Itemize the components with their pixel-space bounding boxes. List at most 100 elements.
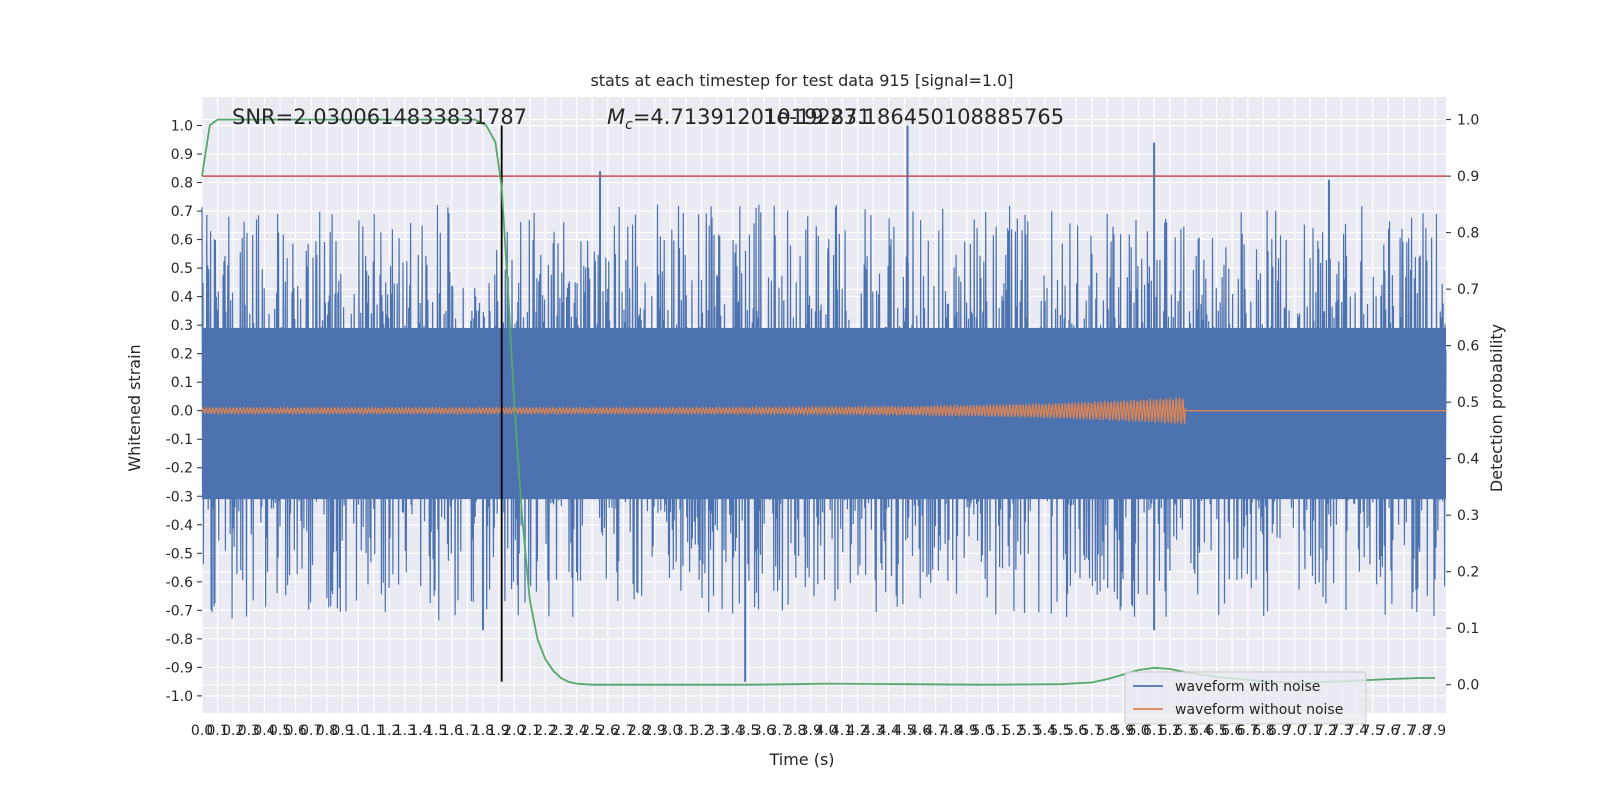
- legend-frame: [1124, 671, 1367, 725]
- y-left-tick-label: -1.0: [166, 689, 193, 705]
- x-tick-label: 7.3: [1330, 723, 1352, 739]
- x-tick-label: 4.1: [831, 723, 853, 739]
- x-tick-label: 0.7: [300, 723, 322, 739]
- y-left-tick-label: 0.6: [171, 233, 193, 249]
- y-right-tick-label: 0.6: [1457, 339, 1479, 355]
- y-left-tick-label: -0.6: [166, 575, 193, 591]
- x-tick-label: 3.5: [737, 723, 759, 739]
- x-tick-label: 1.4: [409, 723, 431, 739]
- x-tick-label: 5.7: [1081, 723, 1103, 739]
- x-tick-label: 1.9: [487, 723, 509, 739]
- x-tick-label: 5.5: [1049, 723, 1071, 739]
- x-tick-label: 0.2: [222, 723, 244, 739]
- x-tick-label: 6.1: [1143, 723, 1165, 739]
- x-tick-label: 5.1: [987, 723, 1009, 739]
- snr-annotation: SNR=2.0300614833831787: [232, 105, 527, 129]
- x-tick-label: 6.4: [1190, 723, 1212, 739]
- x-tick-label: 7.9: [1424, 723, 1446, 739]
- x-tick-label: 7.4: [1346, 723, 1368, 739]
- x-tick-label: 3.0: [659, 723, 681, 739]
- y-left-tick-label: -0.3: [166, 489, 193, 505]
- x-tick-label: 6.7: [1237, 723, 1259, 739]
- y-right-tick-label: 0.5: [1457, 395, 1479, 411]
- x-tick-label: 2.4: [565, 723, 587, 739]
- x-tick-label: 1.8: [472, 723, 494, 739]
- y-left-tick-label: 0.7: [171, 204, 193, 220]
- y-right-tick-label: 0.3: [1457, 508, 1479, 524]
- x-tick-label: 4.8: [940, 723, 962, 739]
- x-tick-label: 0.8: [316, 723, 338, 739]
- x-tick-label: 1.6: [441, 723, 463, 739]
- x-tick-label: 7.2: [1315, 723, 1337, 739]
- x-tick-label: 7.7: [1393, 723, 1415, 739]
- x-tick-label: 7.5: [1362, 723, 1384, 739]
- x-tick-label: 4.9: [956, 723, 978, 739]
- x-tick-label: 2.3: [550, 723, 572, 739]
- y-left-tick-label: -0.5: [166, 546, 193, 562]
- y-right-tick-label: 0.1: [1457, 621, 1479, 637]
- chirp-mass-symbol: M: [607, 105, 625, 129]
- x-tick-label: 7.6: [1377, 723, 1399, 739]
- y-left-tick-label: -0.7: [166, 603, 193, 619]
- chirp-mass-subscript: c: [625, 117, 633, 133]
- x-tick-label: 4.2: [846, 723, 868, 739]
- x-axis: 0.00.10.20.30.40.50.60.70.80.91.01.11.21…: [191, 723, 1446, 739]
- x-tick-label: 7.1: [1299, 723, 1321, 739]
- x-tick-label: 1.7: [456, 723, 478, 739]
- x-tick-label: 5.6: [1065, 723, 1087, 739]
- y-left-tick-label: 0.2: [171, 347, 193, 363]
- x-tick-label: 5.4: [1034, 723, 1056, 739]
- x-tick-label: 5.8: [1096, 723, 1118, 739]
- legend: waveform with noise waveform without noi…: [1124, 671, 1367, 725]
- x-tick-label: 3.4: [722, 723, 744, 739]
- x-tick-label: 4.7: [924, 723, 946, 739]
- x-tick-label: 2.5: [581, 723, 603, 739]
- y-right-tick-label: 0.9: [1457, 169, 1479, 185]
- x-tick-label: 0.3: [238, 723, 260, 739]
- x-tick-label: 0.6: [285, 723, 307, 739]
- x-tick-label: 3.2: [690, 723, 712, 739]
- legend-label-noise: waveform with noise: [1175, 679, 1320, 695]
- x-tick-label: 2.2: [534, 723, 556, 739]
- x-tick-label: 6.0: [1127, 723, 1149, 739]
- x-tick-label: 3.3: [706, 723, 728, 739]
- x-tick-label: 4.5: [893, 723, 915, 739]
- x-tick-label: 3.7: [768, 723, 790, 739]
- y-left-tick-label: 0.0: [171, 404, 193, 420]
- y-right-tick-label: 0.4: [1457, 452, 1479, 468]
- x-tick-label: 1.0: [347, 723, 369, 739]
- y-axis-left-label: Whitened strain: [125, 344, 144, 471]
- y-left-tick-label: 0.5: [171, 261, 193, 277]
- x-tick-label: 0.1: [206, 723, 228, 739]
- y-left-tick-label: 0.3: [171, 318, 193, 334]
- x-tick-label: 2.8: [628, 723, 650, 739]
- x-tick-label: 1.2: [378, 723, 400, 739]
- y-right-tick-label: 0.8: [1457, 226, 1479, 242]
- plot-area: [201, 97, 1447, 713]
- y-left-tick-label: -0.9: [166, 660, 193, 676]
- x-tick-label: 3.8: [784, 723, 806, 739]
- y-left-tick-label: -0.4: [166, 518, 193, 534]
- y-left-tick-label: 1.0: [171, 119, 193, 135]
- x-tick-label: 3.1: [675, 723, 697, 739]
- x-tick-label: 4.4: [878, 723, 900, 739]
- x-tick-label: 3.6: [753, 723, 775, 739]
- chirp-mass-value: =4.713912010192871: [633, 105, 871, 129]
- x-tick-label: 2.7: [612, 723, 634, 739]
- x-tick-label: 3.9: [800, 723, 822, 739]
- x-tick-label: 1.5: [425, 723, 447, 739]
- x-tick-label: 7.8: [1408, 723, 1430, 739]
- x-tick-label: 4.6: [909, 723, 931, 739]
- chirp-mass-annotation: Mc=4.713912010192871: [607, 105, 871, 133]
- x-tick-label: 2.9: [644, 723, 666, 739]
- x-tick-label: 0.4: [253, 723, 275, 739]
- x-tick-label: 6.2: [1159, 723, 1181, 739]
- legend-label-clean: waveform without noise: [1175, 702, 1343, 718]
- y-right-tick-label: 0.7: [1457, 282, 1479, 298]
- x-tick-label: 1.3: [394, 723, 416, 739]
- x-tick-label: 6.3: [1174, 723, 1196, 739]
- x-tick-label: 0.5: [269, 723, 291, 739]
- y-right-tick-label: 0.2: [1457, 565, 1479, 581]
- series-waveform-without-noise: [201, 397, 1186, 425]
